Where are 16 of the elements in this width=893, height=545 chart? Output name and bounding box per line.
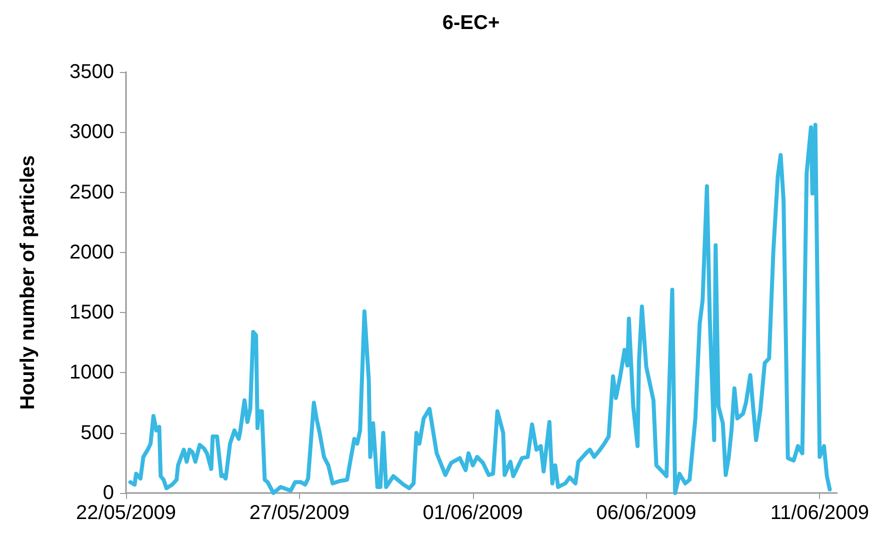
x-tick-label: 22/05/2009 (76, 502, 176, 524)
x-tick-label: 11/06/2009 (770, 502, 869, 524)
y-tick-label: 0 (102, 482, 114, 504)
x-tick-label: 27/05/2009 (249, 502, 350, 524)
y-tick-label: 2500 (70, 181, 114, 204)
x-tick-label: 06/06/2009 (596, 502, 696, 524)
y-tick-label: 2000 (70, 241, 114, 264)
x-tick-label: 01/06/2009 (422, 502, 523, 524)
y-tick-label: 1500 (70, 302, 114, 324)
line-series (128, 122, 832, 495)
y-axis-title: Hourly number of particles (17, 155, 39, 410)
y-tick-label: 3000 (70, 121, 114, 144)
chart-title: 6-EC+ (442, 12, 500, 34)
y-tick-label: 1000 (70, 362, 114, 384)
y-tick-label: 3500 (70, 61, 114, 83)
y-tick-label: 500 (80, 422, 114, 444)
